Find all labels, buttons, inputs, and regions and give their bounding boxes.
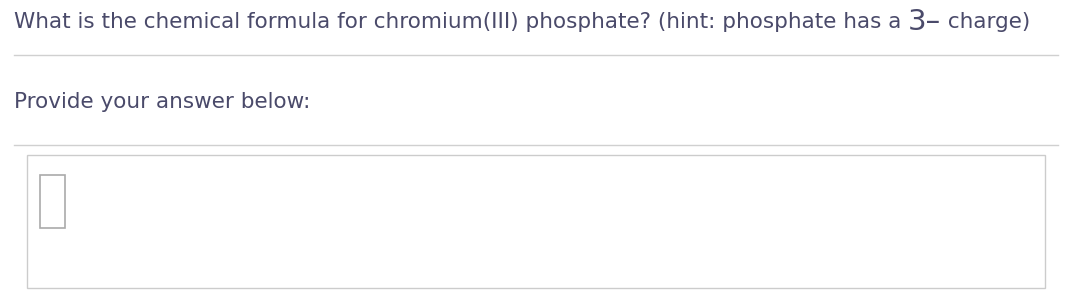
Bar <box>40 175 65 228</box>
Text: What is the chemical formula for chromium(III) phosphate? (hint: phosphate has a: What is the chemical formula for chromiu… <box>14 12 908 32</box>
Text: charge): charge) <box>941 12 1030 32</box>
Text: 3–: 3– <box>908 8 941 36</box>
Text: Provide your answer below:: Provide your answer below: <box>14 92 311 112</box>
Bar <box>27 155 1045 288</box>
